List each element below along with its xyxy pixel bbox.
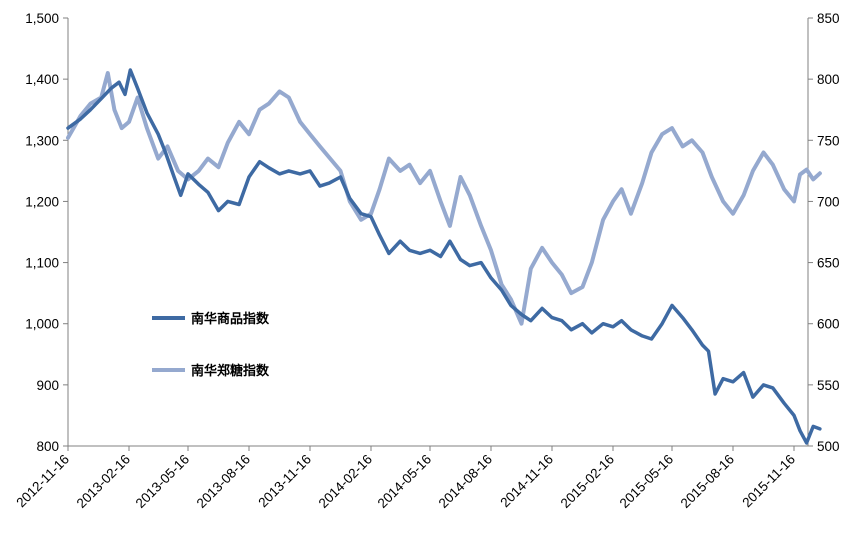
x-tick-label: 2015-05-16 (617, 452, 676, 511)
right-tick-label: 650 (817, 256, 840, 271)
legend-item-sugar: 南华郑糖指数 (152, 363, 270, 379)
right-tick-label: 750 (817, 133, 840, 148)
right-tick-label: 550 (817, 378, 840, 393)
right-tick-label: 800 (817, 72, 840, 87)
x-tick-label: 2013-11-16 (255, 452, 314, 511)
x-tick-label: 2015-02-16 (558, 452, 617, 511)
right-tick-label: 700 (817, 194, 840, 209)
x-tick-label: 2015-11-16 (739, 452, 798, 511)
left-tick-label: 1,400 (25, 72, 59, 87)
left-tick-label: 900 (36, 378, 59, 393)
legend-label-commodity: 南华商品指数 (191, 311, 270, 327)
x-tick-label: 2015-08-16 (678, 452, 737, 511)
x-tick-label: 2014-05-16 (375, 452, 434, 511)
right-tick-label: 850 (817, 11, 840, 26)
left-tick-label: 1,300 (25, 133, 59, 148)
left-tick-label: 1,500 (25, 11, 59, 26)
right-tick-label: 600 (817, 317, 840, 332)
x-tick-label: 2013-02-16 (74, 452, 133, 511)
right-tick-label: 500 (817, 439, 840, 454)
x-tick-label: 2014-02-16 (316, 452, 375, 511)
x-tick-label: 2013-08-16 (194, 452, 253, 511)
x-tick-label: 2012-11-16 (13, 452, 72, 511)
legend-label-sugar: 南华郑糖指数 (191, 363, 270, 379)
x-tick-label: 2014-08-16 (436, 452, 495, 511)
left-tick-label: 800 (36, 439, 59, 454)
legend: 南华商品指数 南华郑糖指数 (152, 311, 270, 379)
left-tick-label: 1,200 (25, 194, 59, 209)
x-tick-label: 2014-11-16 (497, 452, 556, 511)
x-tick-label: 2013-05-16 (133, 452, 192, 511)
legend-item-commodity: 南华商品指数 (152, 311, 270, 327)
left-tick-label: 1,100 (25, 256, 59, 271)
series-line-commodity (66, 68, 822, 445)
left-tick-label: 1,000 (25, 317, 59, 332)
series-layer (66, 68, 822, 445)
series-line-sugar (66, 71, 822, 326)
